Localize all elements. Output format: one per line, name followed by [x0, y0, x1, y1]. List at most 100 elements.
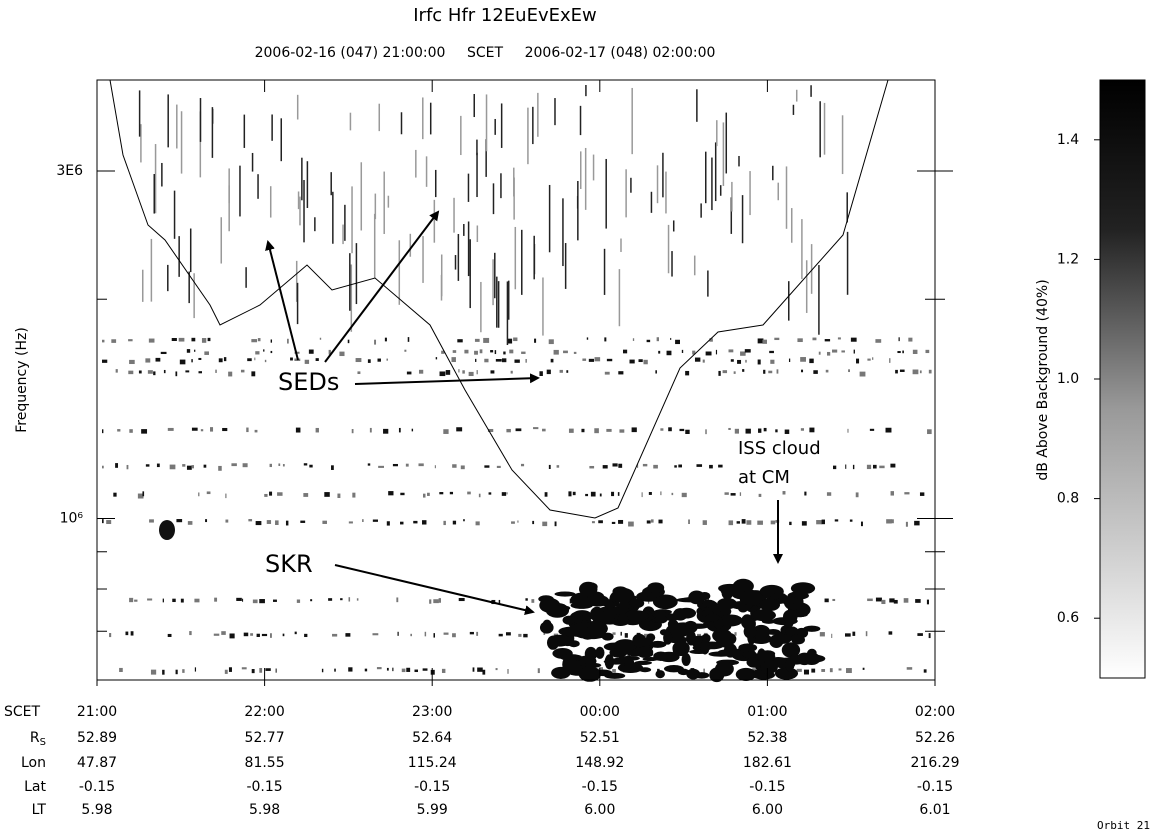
noise	[315, 358, 319, 361]
sed-streak	[460, 115, 462, 156]
skr-blob	[803, 625, 821, 632]
noise	[130, 631, 134, 636]
noise	[618, 519, 624, 524]
noise	[155, 357, 161, 362]
noise	[210, 427, 214, 432]
noise	[163, 369, 166, 374]
sed-streak	[422, 97, 424, 140]
skr-blob	[595, 646, 605, 659]
noise	[191, 359, 193, 363]
skr-blob	[601, 632, 614, 641]
noise	[860, 521, 863, 527]
table-cell: 6.01	[919, 802, 950, 818]
noise	[257, 338, 261, 342]
noise	[553, 349, 559, 355]
noise	[532, 520, 535, 525]
noise	[507, 338, 513, 344]
noise	[838, 668, 842, 671]
noise	[928, 633, 931, 639]
sed-streak	[140, 124, 142, 163]
sed-streak	[473, 93, 475, 118]
table-cell: 6.00	[584, 802, 615, 818]
noise	[200, 429, 204, 432]
noise	[294, 631, 297, 635]
noise	[252, 599, 258, 604]
noise	[679, 428, 685, 432]
noise	[898, 337, 900, 342]
annotation: SEDs	[278, 368, 339, 396]
noise	[464, 349, 469, 354]
colorbar-tick-label: 1.0	[1057, 371, 1079, 387]
sed-streak	[792, 104, 795, 115]
noise	[367, 463, 371, 466]
sed-streak	[579, 105, 582, 136]
noise	[893, 599, 898, 604]
sed-streak	[141, 269, 144, 302]
noise	[730, 359, 734, 362]
noise	[542, 521, 548, 527]
noise	[611, 521, 616, 524]
noise	[670, 337, 672, 340]
noise	[825, 369, 829, 373]
noise	[482, 669, 486, 675]
noise	[337, 493, 341, 499]
noise	[734, 428, 740, 434]
sed-streak	[350, 264, 353, 332]
noise	[498, 599, 501, 604]
sed-streak	[818, 265, 820, 335]
skr-blob	[603, 658, 629, 665]
sed-streak	[537, 92, 539, 137]
sed-streak	[738, 155, 740, 167]
table-cell: 52.38	[747, 730, 787, 746]
noise	[433, 633, 435, 638]
noise	[498, 633, 503, 637]
noise	[169, 464, 176, 470]
skr-blob	[742, 651, 758, 658]
sed-streak	[383, 171, 385, 234]
noise	[660, 491, 662, 496]
skr-blob	[790, 582, 816, 595]
noise	[494, 350, 497, 355]
noise	[251, 669, 255, 674]
sed-streak	[454, 255, 457, 270]
noise	[728, 520, 734, 526]
noise	[176, 519, 183, 523]
curve	[109, 79, 889, 519]
noise	[397, 631, 399, 636]
sed-streak	[167, 264, 169, 292]
noise	[167, 427, 174, 431]
noise	[925, 349, 930, 354]
noise	[378, 465, 384, 468]
noise	[638, 359, 643, 363]
noise	[660, 428, 664, 431]
noise	[506, 492, 508, 495]
sed-streak	[360, 162, 363, 231]
noise	[171, 338, 177, 342]
noise	[111, 339, 117, 343]
noise	[632, 338, 635, 341]
noise	[147, 370, 153, 374]
noise	[594, 357, 601, 362]
noise	[796, 668, 802, 672]
noise	[186, 465, 192, 470]
skr-blob	[652, 594, 678, 610]
sed-streak	[620, 238, 622, 252]
noise	[834, 519, 839, 522]
noise	[668, 427, 672, 432]
arrow	[265, 240, 299, 361]
sed-streak	[269, 186, 272, 218]
noise	[458, 369, 460, 373]
noise	[853, 349, 855, 354]
sed-streak	[730, 197, 733, 234]
sed-streak	[167, 94, 169, 148]
noise	[769, 350, 774, 354]
noise	[917, 633, 923, 636]
noise	[696, 464, 703, 467]
noise	[881, 599, 886, 605]
skr-blob	[613, 639, 637, 652]
noise	[303, 493, 309, 497]
noise	[718, 370, 721, 376]
noise	[441, 668, 446, 673]
sed-streak	[777, 182, 779, 201]
sed-streak	[297, 191, 300, 210]
